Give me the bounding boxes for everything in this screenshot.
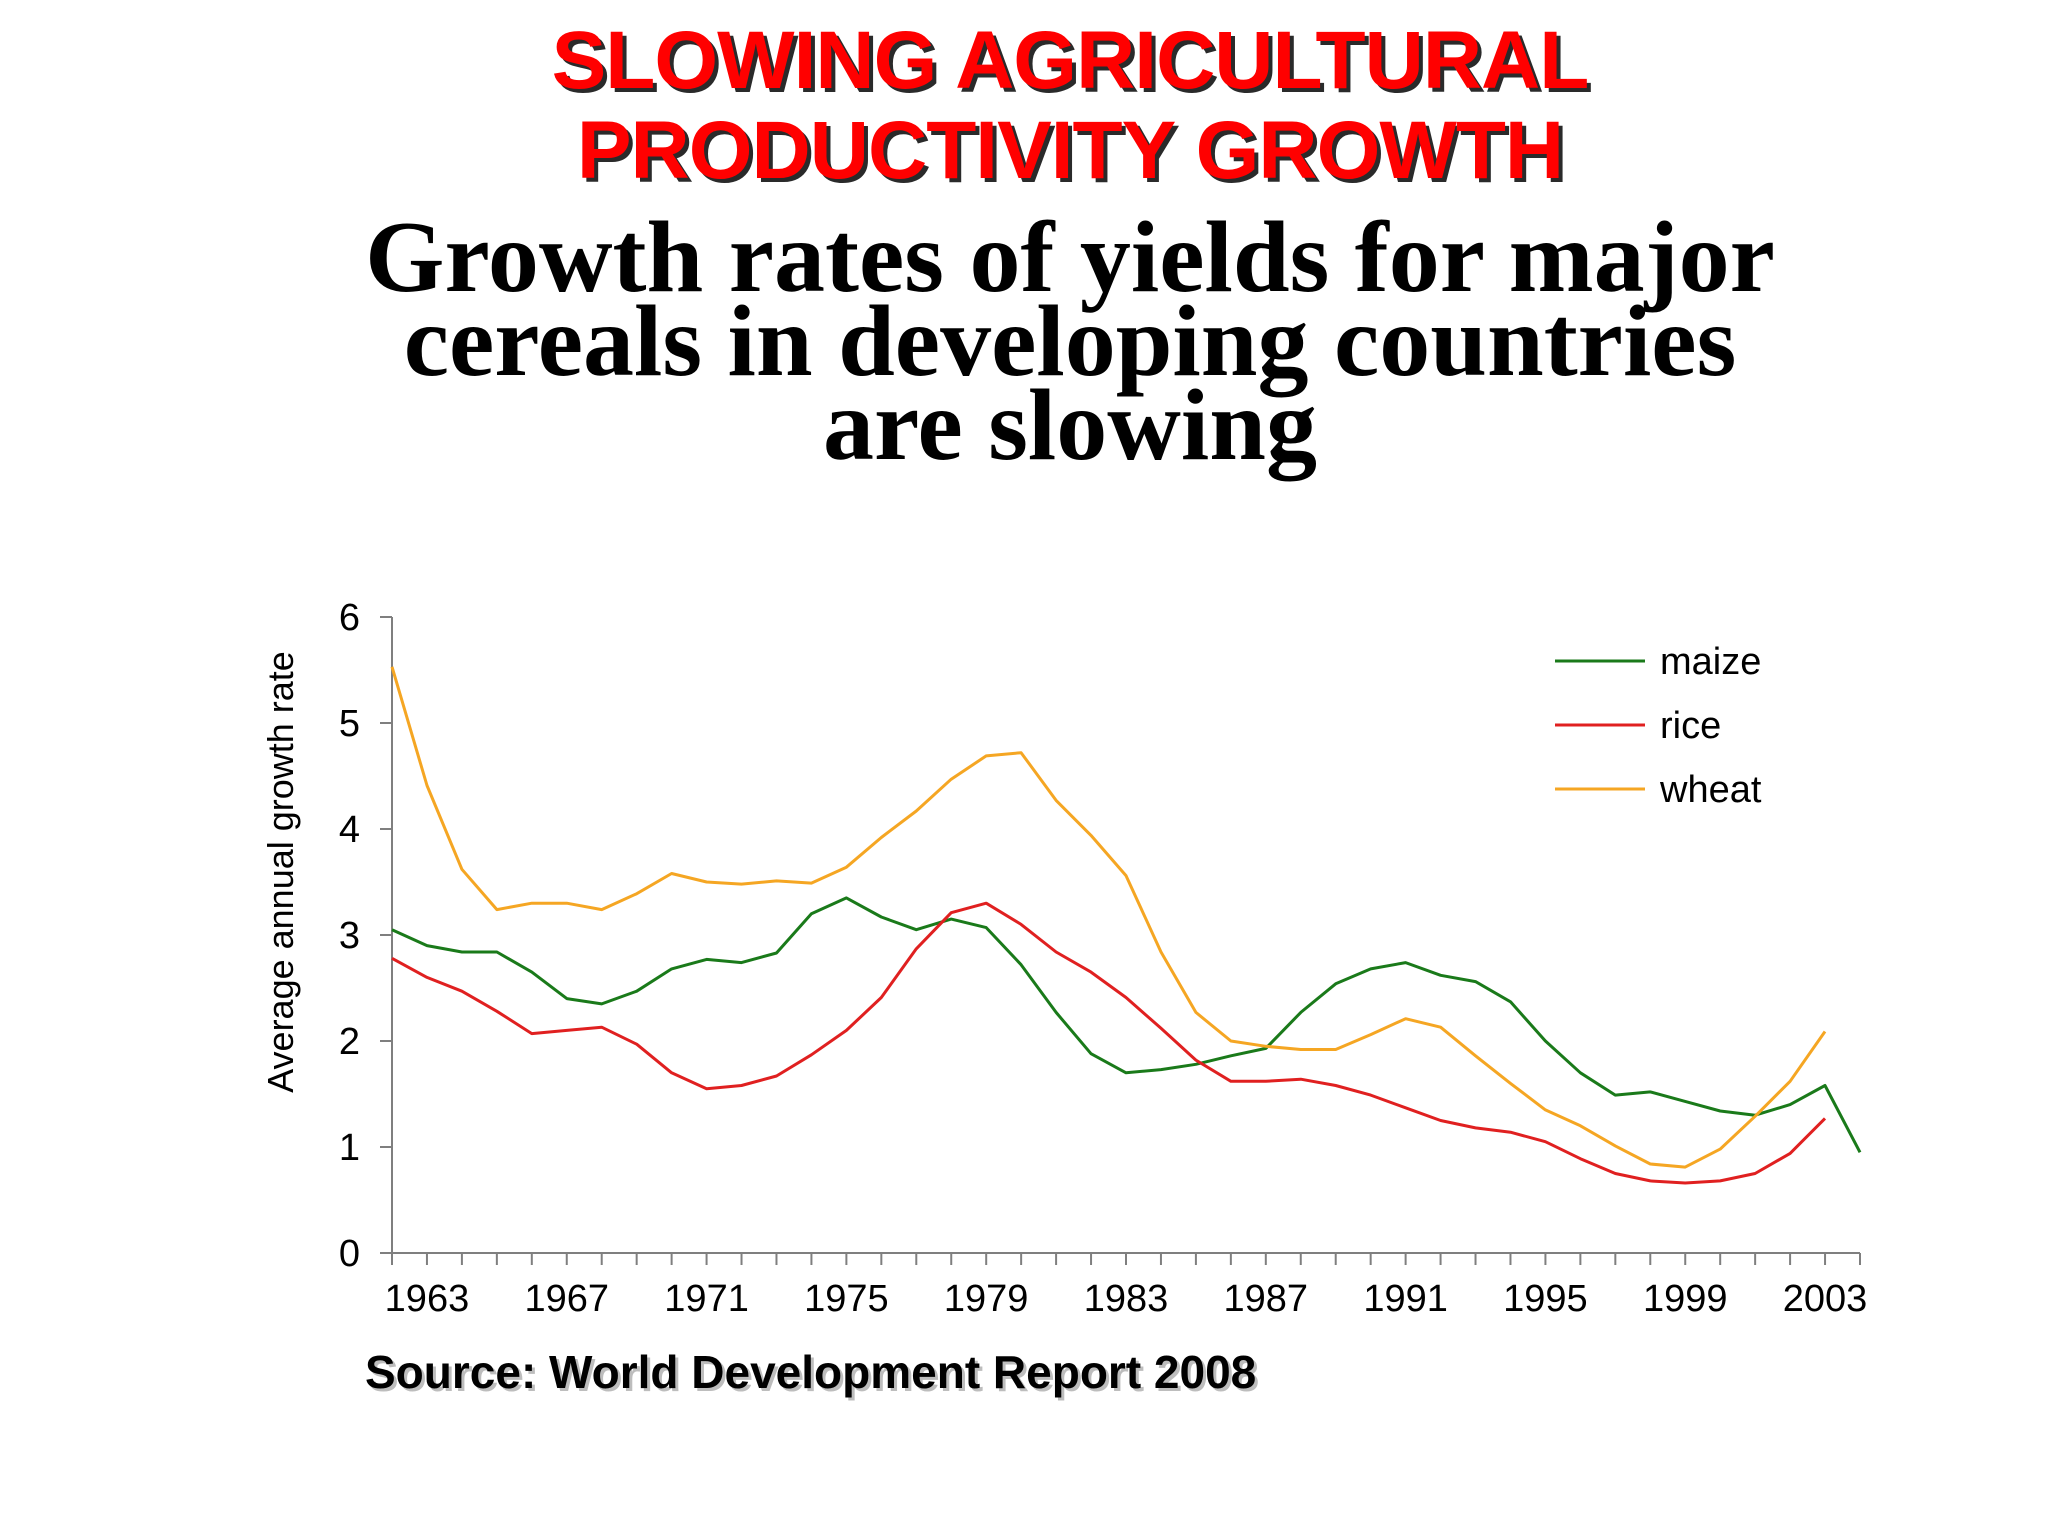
slide-title-line-1: SLOWING AGRICULTURAL [551,15,1590,106]
slide-title: SLOWING AGRICULTURAL PRODUCTIVITY GROWTH [0,16,2048,196]
x-tick-label: 1979 [944,1278,1029,1320]
y-tick-label: 1 [339,1127,360,1169]
y-tick-label: 5 [339,703,360,745]
headline-line-3: are slowing [823,369,1317,482]
y-axis-ticks: 0 1 2 3 4 5 6 [339,597,392,1275]
headline-line-1: Growth rates of yields for major [365,201,1775,314]
y-axis-title: Average annual growth rate [260,651,301,1093]
chart-legend: maize rice wheat [1555,641,1762,811]
series-line-maize [391,896,1862,1153]
x-tick-label: 1991 [1363,1278,1448,1320]
x-tick-label: 1963 [385,1278,470,1320]
x-tick-label: 1995 [1503,1278,1588,1320]
series-lines [390,666,1862,1185]
x-tick-label: 2003 [1783,1278,1868,1320]
headline-line-2: cereals in developing countries [403,285,1737,398]
y-tick-label: 4 [339,809,360,851]
legend-label-wheat: wheat [1659,769,1762,811]
y-tick-label: 6 [339,597,360,639]
y-tick-label: 3 [339,915,360,957]
y-tick-label: 0 [339,1233,360,1275]
slide-title-line-2: PRODUCTIVITY GROWTH [576,105,1564,196]
legend-label-maize: maize [1660,641,1761,683]
x-axis-ticks: 1963 1967 1971 1975 1979 1983 1987 1991 1995 1999… [385,1253,1868,1320]
series-line-rice [391,901,1827,1185]
x-tick-label: 1971 [664,1278,749,1320]
x-tick-label: 1983 [1084,1278,1169,1320]
source-note: Source: World Development Report 2008 [365,1346,1257,1398]
x-tick-label: 1967 [524,1278,609,1320]
legend-label-rice: rice [1660,705,1721,747]
series-line-wheat [390,666,1827,1169]
x-tick-label: 1987 [1224,1278,1309,1320]
x-tick-label: 1999 [1643,1278,1728,1320]
y-tick-label: 2 [339,1021,360,1063]
x-tick-label: 1975 [804,1278,889,1320]
chart-headline: Growth rates of yields for major cereals… [0,201,2048,482]
